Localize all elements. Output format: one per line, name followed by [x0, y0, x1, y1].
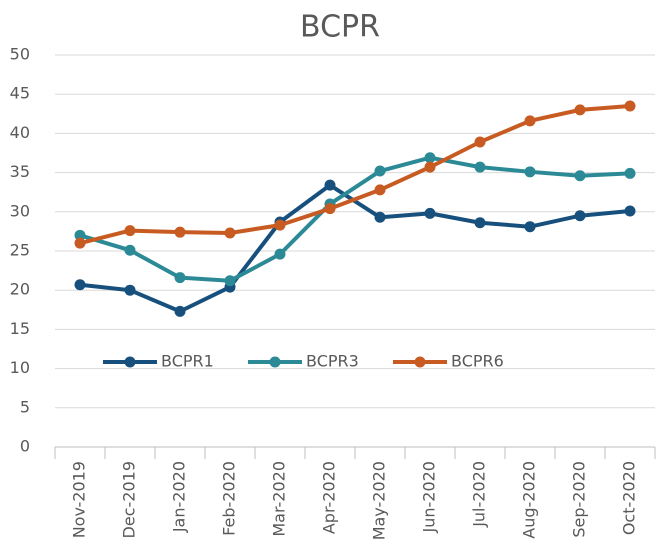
point: [474, 217, 486, 229]
point: [474, 136, 486, 148]
chart-title: BCPR: [300, 10, 380, 45]
point: [624, 100, 636, 112]
x-tick-label: Oct-2020: [620, 461, 639, 535]
x-tick-label: Jan-2020: [170, 461, 189, 533]
x-tick-label: Apr-2020: [320, 461, 339, 534]
y-tick-label: 40: [10, 123, 30, 142]
point: [174, 272, 186, 284]
point: [174, 226, 186, 238]
point: [424, 161, 436, 173]
point: [624, 205, 636, 217]
y-tick-label: 30: [10, 201, 30, 220]
x-tick-label: Feb-2020: [220, 461, 239, 536]
point: [424, 152, 436, 164]
point: [574, 210, 586, 222]
legend-marker: [414, 356, 426, 368]
point: [324, 203, 336, 215]
point: [74, 279, 86, 291]
series-line: [79, 155, 631, 283]
point: [74, 237, 86, 249]
y-tick-label: 25: [10, 241, 30, 260]
y-tick-label: 50: [10, 45, 30, 64]
point: [124, 225, 136, 237]
x-tick-label: Aug-2020: [520, 461, 539, 539]
point: [124, 284, 136, 296]
legend-marker: [124, 356, 136, 368]
y-tick-label: 35: [10, 162, 30, 181]
series-line: [79, 103, 631, 246]
point: [374, 211, 386, 223]
legend-marker: [269, 356, 281, 368]
point: [274, 219, 286, 231]
x-tick-label: Nov-2019: [70, 461, 89, 538]
legend-label: BCPR3: [306, 352, 359, 371]
point: [474, 161, 486, 173]
point: [574, 170, 586, 182]
y-tick-label: 15: [10, 319, 30, 338]
point: [124, 244, 136, 256]
point: [524, 166, 536, 178]
legend-label: BCPR6: [451, 352, 504, 371]
x-tick-label: Dec-2019: [120, 461, 139, 538]
x-tick-label: Sep-2020: [570, 461, 589, 538]
y-tick-label: 5: [20, 397, 30, 416]
y-tick-label: 10: [10, 358, 30, 377]
point: [174, 305, 186, 317]
point: [524, 115, 536, 127]
point: [74, 229, 86, 241]
x-tick-label: Jun-2020: [420, 461, 439, 534]
point: [224, 275, 236, 287]
series-line: [79, 183, 631, 314]
point: [224, 227, 236, 239]
y-tick-label: 0: [20, 437, 30, 456]
point: [574, 104, 586, 116]
point: [624, 167, 636, 179]
y-tick-label: 45: [10, 84, 30, 103]
x-tick-label: Jul-2020: [470, 461, 489, 528]
legend-label: BCPR1: [161, 352, 214, 371]
point: [524, 221, 536, 233]
point: [374, 184, 386, 196]
point: [274, 248, 286, 260]
x-tick-label: Mar-2020: [270, 461, 289, 537]
y-tick-label: 20: [10, 280, 30, 299]
point: [424, 207, 436, 219]
point: [324, 179, 336, 191]
point: [374, 165, 386, 177]
x-tick-label: May-2020: [370, 461, 389, 540]
